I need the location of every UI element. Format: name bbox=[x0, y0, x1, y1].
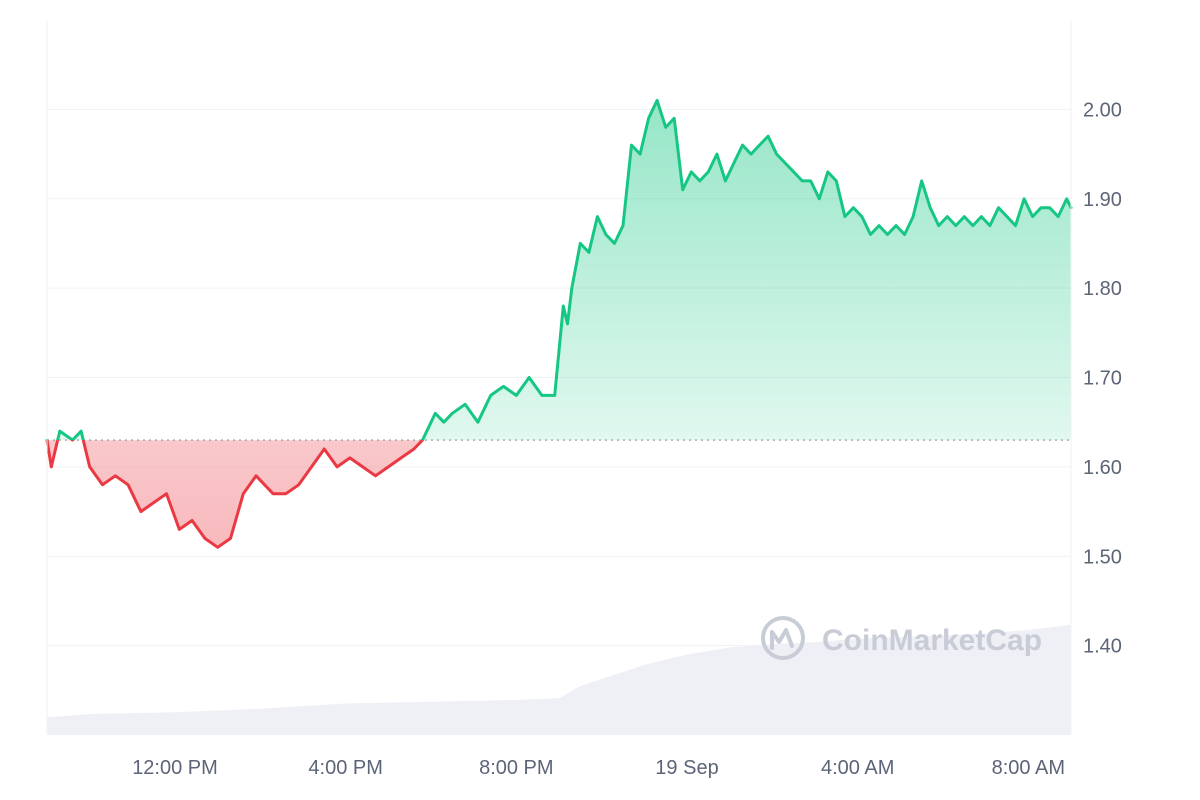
volume-fill bbox=[47, 624, 1071, 735]
y-tick-label: 1.70 bbox=[1083, 368, 1122, 390]
coinmarketcap-logo-icon bbox=[761, 616, 805, 660]
y-tick-label: 1.50 bbox=[1083, 546, 1122, 568]
area-fill-down bbox=[47, 440, 1071, 548]
price-line-down bbox=[45, 440, 425, 549]
y-tick-label: 1.90 bbox=[1083, 189, 1122, 211]
y-axis-labels: 1.40 1.50 1.60 1.70 1.80 1.90 2.00 bbox=[1083, 99, 1122, 657]
x-tick-label: 12:00 PM bbox=[132, 757, 218, 779]
watermark-text: CoinMarketCap bbox=[822, 624, 1042, 657]
price-area bbox=[47, 100, 1071, 548]
x-tick-label: 4:00 PM bbox=[308, 757, 382, 779]
volume-area bbox=[47, 624, 1071, 735]
y-tick-label: 1.40 bbox=[1083, 636, 1122, 658]
price-line-up bbox=[45, 98, 1073, 441]
price-line bbox=[45, 98, 1073, 549]
y-tick-label: 1.60 bbox=[1083, 457, 1122, 479]
area-fill-up bbox=[57, 100, 1071, 441]
x-tick-label: 8:00 AM bbox=[992, 757, 1065, 779]
x-tick-label: 19 Sep bbox=[655, 757, 718, 779]
x-tick-label: 8:00 PM bbox=[479, 757, 553, 779]
coinmarketcap-watermark: CoinMarketCap bbox=[761, 616, 1042, 660]
y-tick-label: 2.00 bbox=[1083, 99, 1122, 121]
x-tick-label: 4:00 AM bbox=[821, 757, 894, 779]
x-axis-labels: 12:00 PM 4:00 PM 8:00 PM 19 Sep 4:00 AM 8:00 … bbox=[132, 757, 1065, 779]
y-tick-label: 1.80 bbox=[1083, 278, 1122, 300]
